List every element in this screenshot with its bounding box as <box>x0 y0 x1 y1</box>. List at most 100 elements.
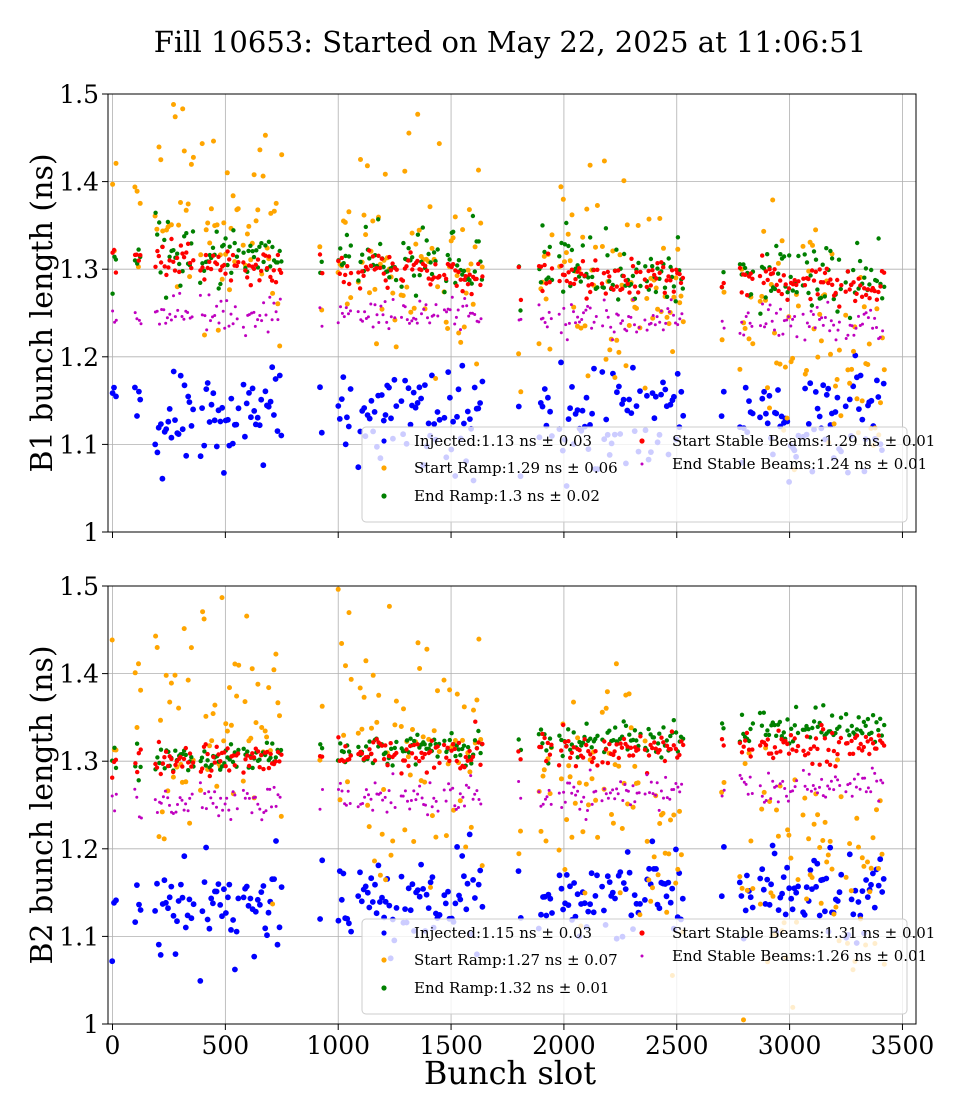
b1-point-start-stable-beams <box>111 247 117 253</box>
b2-point-end-stable-beams <box>648 791 651 795</box>
b1-point-end-ramp <box>831 296 836 302</box>
b1-point-start-ramp <box>782 364 788 370</box>
b2-point-start-stable-beams <box>465 758 470 763</box>
b1-point-end-ramp <box>808 273 813 278</box>
b1-point-end-ramp <box>162 237 167 243</box>
b1-point-start-ramp <box>759 293 765 299</box>
b2-point-end-ramp <box>746 738 752 744</box>
b2-point-end-stable-beams <box>250 811 254 815</box>
b1-point-start-ramp <box>854 396 860 402</box>
b1-point-start-ramp <box>232 259 238 265</box>
b2-point-end-stable-beams <box>560 806 564 809</box>
b1-point-injected <box>132 384 138 391</box>
b1-point-injected <box>418 395 424 402</box>
b2-point-start-stable-beams <box>441 742 447 748</box>
b1-point-injected <box>773 410 780 417</box>
b1-point-end-ramp <box>547 244 552 250</box>
b2-point-start-stable-beams <box>153 761 158 767</box>
b2-point-end-stable-beams <box>805 787 809 791</box>
b2-point-start-stable-beams <box>205 751 210 757</box>
b2-point-start-stable-beams <box>422 751 427 757</box>
b1-point-injected <box>620 396 627 403</box>
b1-point-end-stable-beams <box>264 313 268 317</box>
b1-point-start-ramp <box>393 344 399 350</box>
b2-point-start-ramp <box>422 779 428 785</box>
b1-point-end-stable-beams <box>576 315 580 319</box>
b2-point-start-ramp <box>200 609 206 615</box>
b1-point-start-stable-beams <box>625 281 630 287</box>
b1-point-start-stable-beams <box>385 285 390 290</box>
b2-point-end-ramp <box>849 723 854 729</box>
b2-legend-entry-start-stable-beams: Start Stable Beams:1.31 ns ± 0.01 <box>672 924 935 942</box>
b2-point-injected <box>240 894 247 901</box>
b1-point-start-stable-beams <box>778 278 783 283</box>
b1-point-start-ramp <box>616 349 622 355</box>
b1-point-end-ramp <box>210 245 216 250</box>
b2-point-injected <box>393 905 400 911</box>
b1-point-end-stable-beams <box>611 338 614 342</box>
b2-point-injected <box>788 895 795 902</box>
b1-point-start-stable-beams <box>737 265 743 271</box>
b1-point-start-ramp <box>558 184 564 190</box>
b2-point-injected <box>348 928 354 935</box>
b2-point-end-stable-beams <box>448 788 452 792</box>
b2-point-end-ramp <box>540 741 545 746</box>
b2-point-end-stable-beams <box>159 801 163 805</box>
b1-point-end-stable-beams <box>869 308 873 312</box>
b1-point-injected <box>856 406 862 412</box>
b1-point-start-stable-beams <box>381 271 386 276</box>
b1-point-end-stable-beams <box>415 321 419 325</box>
b2-point-start-stable-beams <box>826 747 831 753</box>
b2-point-end-ramp <box>829 713 835 718</box>
b1-point-start-stable-beams <box>271 268 276 273</box>
b2-point-start-stable-beams <box>867 751 872 757</box>
b2-point-start-ramp <box>843 874 849 880</box>
b2-point-injected <box>461 873 467 880</box>
b1-point-start-stable-beams <box>216 254 221 259</box>
b2-point-start-ramp <box>817 845 823 850</box>
b1-point-injected <box>199 405 206 411</box>
b2-point-start-stable-beams <box>183 745 188 751</box>
b2-point-injected <box>834 898 841 904</box>
b1-point-start-stable-beams <box>802 283 808 288</box>
b1-point-end-ramp <box>153 210 158 215</box>
b1-point-start-stable-beams <box>540 288 545 294</box>
b1-point-injected <box>660 379 666 386</box>
b1-point-end-ramp <box>628 282 634 287</box>
b1-point-start-stable-beams <box>390 261 395 266</box>
b2-point-end-ramp <box>189 755 194 760</box>
b1-point-injected <box>242 433 248 440</box>
b2-point-end-stable-beams <box>163 789 167 793</box>
b1-point-end-ramp <box>158 270 163 275</box>
b2-point-start-stable-beams <box>447 758 452 764</box>
b2-point-end-ramp <box>453 753 458 759</box>
b1-point-end-stable-beams <box>428 321 432 325</box>
b1-point-end-stable-beams <box>661 328 665 332</box>
b2-point-end-stable-beams <box>473 792 477 796</box>
b1-point-start-stable-beams <box>419 267 424 273</box>
b2-point-end-stable-beams <box>344 803 348 807</box>
b1-point-end-stable-beams <box>829 319 833 323</box>
b2-point-start-stable-beams <box>607 741 612 747</box>
b1-point-end-ramp <box>809 303 815 308</box>
b1-point-end-stable-beams <box>651 314 655 317</box>
b2-point-end-stable-beams <box>588 768 592 772</box>
b1-point-end-stable-beams <box>777 333 781 337</box>
b1-point-injected <box>720 388 727 395</box>
b2-point-end-stable-beams <box>760 794 764 798</box>
b1-legend-entry-injected: Injected:1.13 ns ± 0.03 <box>414 432 592 450</box>
b1-point-end-stable-beams <box>209 319 212 323</box>
b2-x-tick-label: 3000 <box>758 1031 822 1060</box>
b2-point-start-stable-beams <box>450 742 456 747</box>
b1-point-start-ramp <box>172 114 178 120</box>
b2-point-injected <box>848 896 855 903</box>
b1-point-injected <box>405 385 412 392</box>
b2-point-end-stable-beams <box>198 781 202 785</box>
b1-point-end-stable-beams <box>381 313 385 317</box>
b2-point-end-stable-beams <box>428 781 432 785</box>
b1-point-start-stable-beams <box>469 291 474 297</box>
b1-point-injected <box>317 384 323 391</box>
b2-point-end-stable-beams <box>517 780 521 783</box>
b2-point-injected <box>612 895 618 902</box>
